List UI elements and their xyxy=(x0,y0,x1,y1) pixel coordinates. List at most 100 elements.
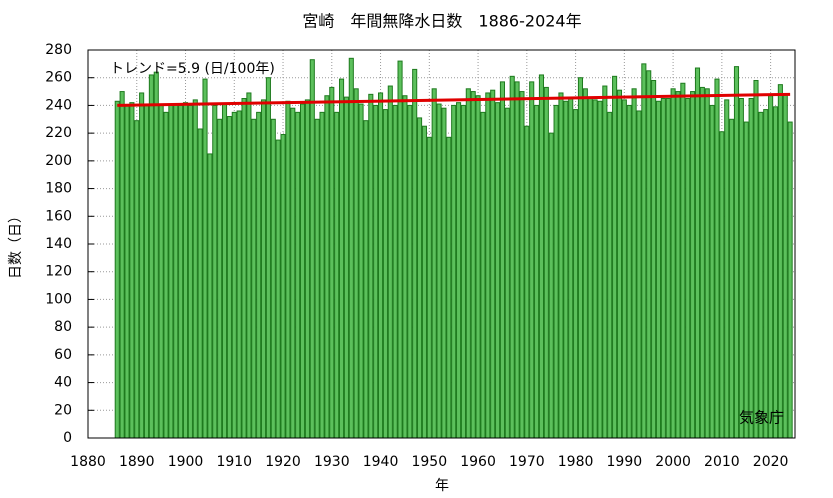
x-tick-label: 2020 xyxy=(753,454,789,470)
bar xyxy=(582,88,588,439)
bar xyxy=(353,88,359,439)
bar xyxy=(699,86,705,439)
bar xyxy=(285,100,291,439)
y-tick-label: 240 xyxy=(45,97,72,113)
bar xyxy=(709,104,715,439)
bar xyxy=(529,81,535,439)
y-tick-label: 140 xyxy=(45,236,72,252)
y-tick-label: 160 xyxy=(45,208,72,224)
x-axis-label: 年 xyxy=(435,478,449,494)
x-tick-label: 1990 xyxy=(607,454,643,470)
bar xyxy=(334,111,340,439)
y-tick-label: 60 xyxy=(54,347,72,363)
bar xyxy=(704,88,710,439)
bar xyxy=(265,77,271,439)
bar xyxy=(690,91,696,439)
bar xyxy=(217,118,223,439)
x-tick-label: 2000 xyxy=(655,454,691,470)
bar xyxy=(402,95,408,439)
bar xyxy=(534,104,540,439)
bar xyxy=(768,95,774,439)
bar xyxy=(490,89,496,439)
bar xyxy=(543,86,549,439)
bar xyxy=(163,111,169,439)
bar xyxy=(748,98,754,439)
bar xyxy=(387,85,393,439)
bar xyxy=(456,102,462,439)
bar xyxy=(514,81,520,439)
bar xyxy=(670,88,676,439)
bar xyxy=(651,79,657,439)
bar xyxy=(763,109,769,439)
bar xyxy=(221,103,228,439)
bar xyxy=(314,118,320,439)
bar xyxy=(782,93,788,439)
annotation: 気象庁 xyxy=(739,409,784,427)
bar xyxy=(460,104,466,439)
bar xyxy=(587,96,593,439)
bar xyxy=(378,92,384,439)
bar xyxy=(470,91,476,439)
y-tick-label: 120 xyxy=(45,264,72,280)
bar xyxy=(319,111,325,439)
bar xyxy=(607,111,613,439)
bar xyxy=(358,103,364,439)
bar xyxy=(563,100,569,439)
bar xyxy=(338,78,345,439)
bar xyxy=(441,107,447,439)
bar xyxy=(612,75,618,439)
plot-frame xyxy=(87,49,796,439)
bar xyxy=(246,92,252,439)
x-tick-label: 1880 xyxy=(70,454,106,470)
bar xyxy=(295,111,301,439)
bar xyxy=(382,109,388,439)
x-tick-label: 1930 xyxy=(314,454,350,470)
y-tick-label: 200 xyxy=(45,153,72,169)
bar xyxy=(368,93,374,439)
y-tick-label: 280 xyxy=(45,42,72,58)
y-tick-label: 0 xyxy=(63,430,72,446)
x-tick-label: 1940 xyxy=(363,454,399,470)
bar xyxy=(290,107,296,439)
bar xyxy=(714,78,720,439)
bar xyxy=(729,118,735,439)
bar xyxy=(207,153,213,439)
bar xyxy=(363,120,369,439)
bar xyxy=(451,104,457,439)
bar xyxy=(465,88,471,439)
y-tick-label: 180 xyxy=(45,181,72,197)
bar xyxy=(412,68,418,439)
bar xyxy=(495,102,501,439)
bar xyxy=(421,125,427,439)
x-tick-label: 1910 xyxy=(216,454,252,470)
bar xyxy=(168,104,174,439)
bar xyxy=(577,77,584,439)
y-tick-label: 40 xyxy=(54,375,72,391)
bar xyxy=(436,103,442,439)
bar xyxy=(329,86,335,439)
y-tick-label: 100 xyxy=(45,291,72,307)
bar xyxy=(270,118,276,439)
x-tick-label: 2010 xyxy=(704,454,740,470)
bar xyxy=(694,67,701,439)
bar xyxy=(738,98,744,439)
bar xyxy=(129,102,135,439)
bar xyxy=(119,91,125,439)
bar xyxy=(538,74,545,439)
bar xyxy=(407,104,413,439)
bar xyxy=(192,99,198,439)
x-tick-label: 1950 xyxy=(411,454,447,470)
y-tick-label: 80 xyxy=(54,319,72,335)
bar xyxy=(777,84,783,439)
bar xyxy=(202,78,208,439)
bar xyxy=(758,111,764,439)
bar xyxy=(480,111,486,439)
bar xyxy=(397,60,403,439)
bar xyxy=(236,110,242,439)
bar xyxy=(548,132,554,439)
bar xyxy=(373,104,379,439)
bar xyxy=(187,104,193,439)
bar xyxy=(475,95,481,439)
bar xyxy=(348,57,354,439)
bar xyxy=(260,99,267,439)
